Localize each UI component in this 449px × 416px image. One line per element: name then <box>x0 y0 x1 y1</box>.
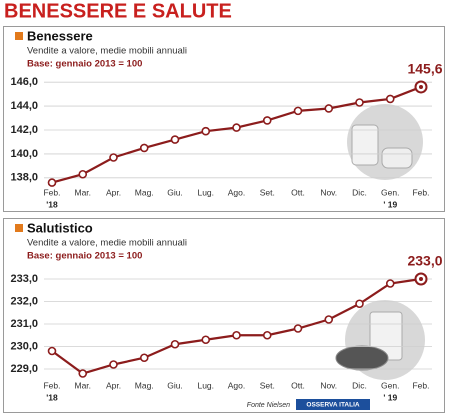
x-tick-year: '18 <box>46 199 58 209</box>
x-tick-label: Feb. <box>43 187 60 197</box>
x-tick-label: Set. <box>260 380 275 390</box>
y-tick-label: 230,0 <box>10 340 38 352</box>
x-tick-year: '18 <box>46 392 58 402</box>
point <box>139 143 149 153</box>
illustration <box>335 345 389 371</box>
x-tick-label: Giu. <box>167 187 183 197</box>
point <box>293 324 303 333</box>
y-tick-label: 142,0 <box>10 124 38 136</box>
data-label: 145,6 <box>407 61 442 77</box>
point-dot <box>419 277 423 281</box>
x-tick-label: Nov. <box>320 380 337 390</box>
y-tick-label: 231,0 <box>10 318 38 330</box>
chart-note: Base: gennaio 2013 = 100 <box>27 59 142 70</box>
x-tick-label: Feb. <box>412 187 429 197</box>
point <box>385 94 395 104</box>
chart-title: Benessere <box>27 28 93 43</box>
point <box>109 360 118 369</box>
y-tick-label: 146,0 <box>10 76 38 88</box>
x-tick-label: Dic. <box>352 187 367 197</box>
x-tick-label: Set. <box>260 187 275 197</box>
chart-subtitle: Vendite a valore, medie mobili annuali <box>27 46 187 57</box>
source: Fonte Nielsen <box>247 402 290 409</box>
x-tick-label: Feb. <box>412 380 429 390</box>
point-dot <box>419 84 423 89</box>
point <box>324 315 334 324</box>
point <box>232 123 241 132</box>
x-tick-year: ' 19 <box>383 392 397 402</box>
x-tick-label: Apr. <box>106 380 121 390</box>
point <box>355 98 364 107</box>
chart-title: Salutistico <box>27 220 93 235</box>
x-tick-label: Ago. <box>228 380 246 390</box>
point <box>78 169 88 179</box>
point <box>232 330 241 340</box>
point <box>262 330 272 340</box>
point <box>139 353 149 363</box>
x-tick-label: Giu. <box>167 380 183 390</box>
x-tick-label: Mar. <box>74 380 91 390</box>
chart-note: Base: gennaio 2013 = 100 <box>27 251 142 262</box>
y-tick-label: 233,0 <box>10 273 38 285</box>
point <box>324 104 334 113</box>
y-tick-label: 232,0 <box>10 295 38 307</box>
point <box>170 339 180 349</box>
y-tick-label: 144,0 <box>10 100 38 112</box>
x-tick-label: Ott. <box>291 380 305 390</box>
data-label: 233,0 <box>407 253 442 269</box>
point <box>293 106 303 116</box>
x-tick-label: Ott. <box>291 187 305 197</box>
point <box>109 153 118 162</box>
y-tick-label: 229,0 <box>10 363 38 375</box>
illustration <box>351 124 379 166</box>
y-tick-label: 140,0 <box>10 148 38 160</box>
x-tick-label: Feb. <box>43 380 60 390</box>
x-tick-label: Mar. <box>74 187 91 197</box>
logo <box>296 399 370 410</box>
x-tick-label: Nov. <box>320 187 337 197</box>
x-tick-label: Dic. <box>352 380 367 390</box>
point <box>201 126 211 136</box>
x-tick-label: Mag. <box>135 380 154 390</box>
x-tick-label: Mag. <box>135 187 154 197</box>
title-marker <box>15 32 23 40</box>
point <box>78 369 88 378</box>
x-tick-label: Apr. <box>106 187 121 197</box>
logo-text: OSSERVA ITALIA <box>306 402 360 409</box>
point <box>201 335 211 345</box>
y-tick-label: 138,0 <box>10 172 38 184</box>
page-title: BENESSERE E SALUTE <box>4 0 232 22</box>
point <box>385 279 395 288</box>
x-tick-label: Lug. <box>197 187 214 197</box>
illustration <box>381 147 413 169</box>
x-tick-year: ' 19 <box>383 199 397 209</box>
point <box>355 299 364 309</box>
point <box>47 178 57 187</box>
x-tick-label: Ago. <box>228 187 246 197</box>
x-tick-label: Gen. <box>381 380 399 390</box>
title-marker <box>15 224 23 232</box>
point <box>262 116 272 125</box>
chart-subtitle: Vendite a valore, medie mobili annuali <box>27 238 187 249</box>
x-tick-label: Lug. <box>197 380 214 390</box>
point <box>47 346 57 356</box>
point <box>170 135 180 144</box>
x-tick-label: Gen. <box>381 187 399 197</box>
